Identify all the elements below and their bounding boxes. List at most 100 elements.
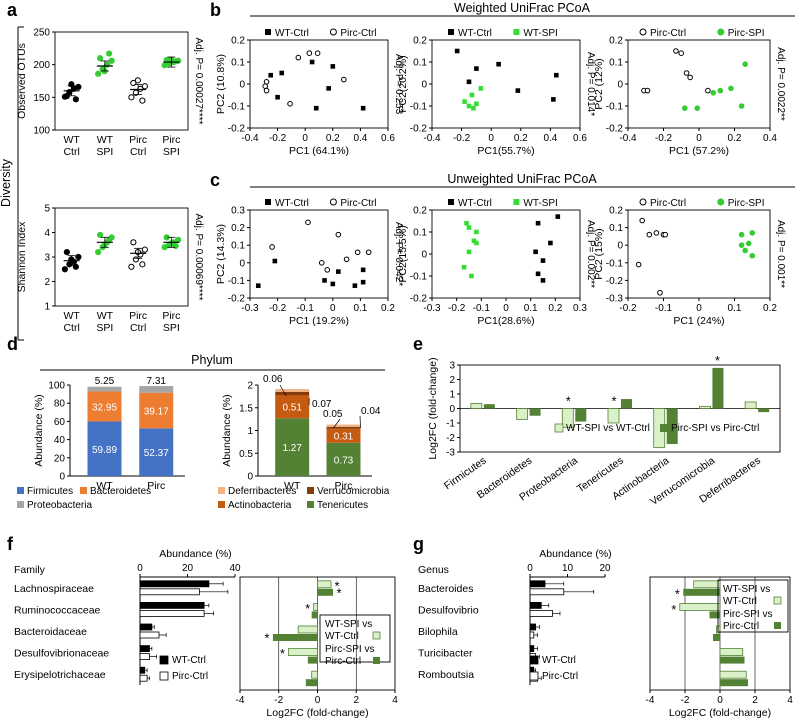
bar-value-label: 0.04	[361, 406, 381, 417]
data-point	[256, 283, 261, 288]
bar	[484, 404, 495, 408]
data-point	[98, 56, 103, 61]
bar	[530, 589, 564, 595]
legend-swatch	[530, 656, 538, 664]
xtick-label: -4	[236, 695, 245, 706]
bar	[140, 624, 152, 630]
xtick-label: -0.4	[423, 133, 441, 144]
significance-star: *	[280, 647, 285, 661]
data-point	[516, 88, 521, 93]
bar-value-label: 0.06	[263, 374, 283, 385]
bar	[140, 675, 147, 681]
ytick-label: 40	[54, 435, 66, 446]
legend-marker	[640, 199, 646, 205]
bar	[530, 610, 553, 616]
data-point	[273, 259, 278, 264]
bar	[683, 589, 720, 596]
stacked-segment	[139, 386, 173, 393]
data-point	[718, 88, 723, 93]
panel-label-a: a	[7, 0, 18, 20]
data-point	[729, 86, 734, 91]
category-label: Erysipelotrichaceae	[14, 669, 106, 681]
legend-marker	[640, 29, 646, 35]
legend-swatch	[774, 622, 781, 629]
ytick-label: -0.2	[410, 294, 428, 305]
category-label: Ctrl	[63, 322, 79, 334]
data-point	[496, 62, 501, 67]
data-point	[647, 232, 652, 237]
data-point	[296, 55, 301, 60]
category-label: Bacteroides	[418, 583, 473, 595]
data-point	[679, 51, 684, 56]
data-point	[275, 95, 280, 100]
data-point	[336, 232, 341, 237]
data-point	[342, 77, 347, 82]
ytick-label: -1	[446, 419, 455, 430]
data-point	[474, 230, 479, 235]
data-point	[469, 274, 474, 279]
legend-marker	[718, 199, 724, 205]
ytick-label: 0.2	[231, 223, 245, 234]
data-point	[142, 84, 147, 89]
legend-label: Pirc-Ctrl	[650, 28, 686, 39]
data-point	[636, 262, 641, 267]
ytick-label: 0	[421, 250, 427, 261]
legend-marker	[330, 29, 336, 35]
data-point	[645, 88, 650, 93]
y-axis-label: PC2(15.5%)	[397, 225, 409, 282]
frame-c2	[432, 210, 580, 298]
bar	[314, 603, 318, 610]
xtick-label: -0.2	[269, 303, 287, 314]
legend-label: Pirc-Ctrl	[650, 198, 686, 209]
significance-star: *	[715, 354, 720, 368]
bar	[140, 632, 159, 638]
xtick-label: 0.1	[353, 303, 367, 314]
data-point	[344, 257, 349, 262]
bar	[530, 646, 534, 652]
category-label: Pirc	[129, 134, 147, 146]
ytick-label: 4	[44, 228, 50, 239]
p-value-annotation: Adj. P= 0.0022**	[775, 47, 786, 121]
bar-value-label: 0.51	[282, 403, 302, 414]
xtick-label: 0.6	[381, 133, 395, 144]
x-axis-label: PC1 (64.1%)	[289, 145, 349, 157]
panel-label-g: g	[413, 534, 424, 554]
data-point	[353, 283, 358, 288]
bar	[694, 581, 720, 588]
bar	[312, 671, 318, 678]
data-point	[739, 243, 744, 248]
xtick-label: 0	[503, 303, 509, 314]
ytick-label: 60	[54, 417, 66, 428]
legend-label: Pirc-SPI vs	[723, 609, 772, 620]
y-axis-label: PC2 (14.3%)	[215, 224, 227, 284]
data-point	[743, 248, 748, 253]
legend-label: Tenericutes	[317, 500, 368, 511]
ytick-label: 0	[247, 472, 253, 483]
stacked-segment	[88, 387, 122, 392]
data-point	[470, 93, 475, 98]
category-label: Lachnospiraceae	[14, 583, 94, 595]
data-point	[533, 250, 538, 255]
legend-label: WT-SPI	[523, 28, 557, 39]
data-point	[76, 254, 81, 259]
legend-label: WT-Ctrl	[172, 655, 206, 666]
ytick-label: 0.1	[609, 223, 623, 234]
x-axis-label: Abundance (%)	[159, 548, 231, 560]
y-axis-label: Observed OTUs	[16, 43, 28, 119]
data-point	[750, 231, 755, 236]
ytick-label: -2	[446, 433, 455, 444]
bar	[273, 634, 318, 641]
data-point	[325, 268, 330, 273]
data-point	[551, 97, 556, 102]
xtick-label: 0	[696, 133, 702, 144]
x-axis-label: PC1(55.7%)	[477, 145, 534, 157]
ytick-label: 20	[54, 453, 66, 464]
weighted-title: Weighted UniFrac PCoA	[454, 1, 591, 15]
xtick-label: -4	[646, 695, 655, 706]
bar	[308, 657, 318, 664]
data-point	[73, 264, 78, 269]
category-label: WT	[97, 310, 114, 322]
significance-star: *	[265, 632, 270, 646]
y-axis-label: Abundance (%)	[221, 394, 233, 466]
significance-star: *	[612, 395, 617, 409]
